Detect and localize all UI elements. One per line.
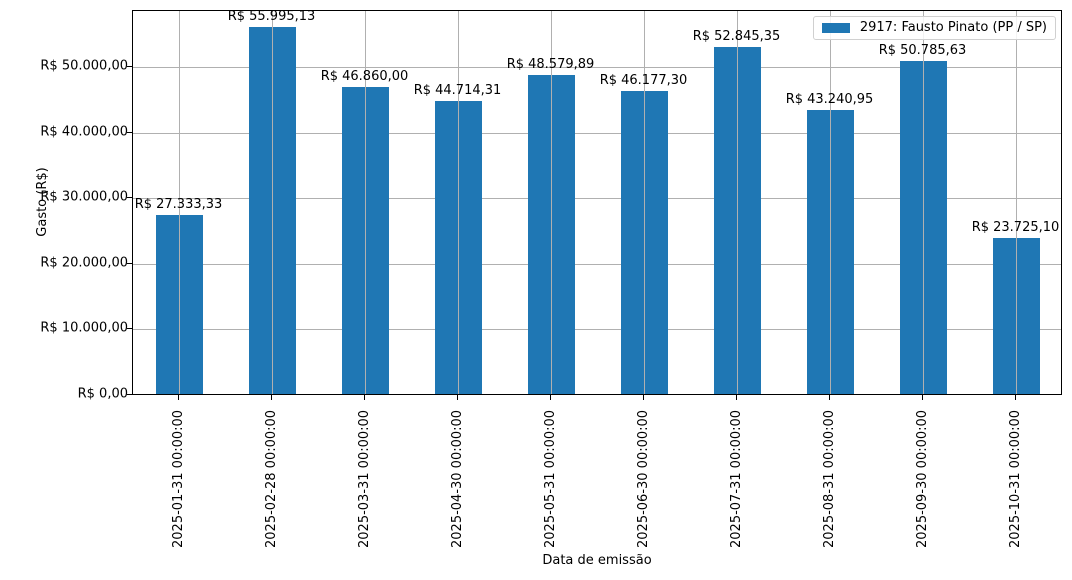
bar	[435, 100, 482, 394]
y-tick-label: R$ 40.000,00	[40, 124, 128, 140]
x-tick-mark	[1014, 395, 1016, 400]
gridline-vertical	[643, 11, 645, 394]
bar-value-label: R$ 48.579,89	[506, 57, 595, 73]
gridline-horizontal	[133, 132, 1061, 134]
x-tick-mark	[456, 395, 458, 400]
y-tick-mark	[127, 394, 132, 395]
y-tick-mark	[127, 262, 132, 264]
gridline-vertical	[550, 11, 552, 394]
x-tick-mark	[177, 395, 179, 400]
x-tick-mark	[828, 395, 830, 400]
bar-value-label: R$ 27.333,33	[134, 196, 223, 212]
bar	[249, 26, 296, 394]
y-tick-mark	[127, 66, 132, 68]
gridline-horizontal	[133, 198, 1061, 200]
y-tick-label: R$ 10.000,00	[40, 320, 128, 336]
x-tick-mark	[735, 395, 737, 400]
bar	[528, 75, 575, 394]
bar-value-label: R$ 55.995,13	[227, 8, 316, 24]
x-tick-label: 2025-02-28 00:00:00	[263, 409, 279, 548]
bar	[900, 60, 947, 394]
y-tick-mark	[127, 197, 132, 199]
x-tick-mark	[363, 395, 365, 400]
x-tick-label: 2025-06-30 00:00:00	[635, 409, 651, 548]
x-tick-mark	[270, 395, 272, 400]
gridline-vertical	[178, 11, 180, 394]
x-tick-label: 2025-03-31 00:00:00	[356, 409, 372, 548]
bar	[621, 91, 668, 394]
gridline-vertical	[457, 11, 459, 394]
y-tick-mark	[127, 328, 132, 330]
bar	[807, 110, 854, 394]
gridline-vertical	[922, 11, 924, 394]
bar	[714, 47, 761, 394]
gridline-horizontal	[133, 263, 1061, 265]
bar-value-label: R$ 23.725,10	[971, 220, 1060, 236]
gridline-vertical	[364, 11, 366, 394]
y-tick-label: R$ 30.000,00	[40, 189, 128, 205]
gridline-vertical	[271, 11, 273, 394]
y-tick-mark	[127, 131, 132, 133]
x-tick-label: 2025-05-31 00:00:00	[542, 409, 558, 548]
bar	[342, 86, 389, 394]
legend-label: 2917: Fausto Pinato (PP / SP)	[859, 20, 1047, 35]
bar-value-label: R$ 43.240,95	[785, 92, 874, 108]
x-tick-label: 2025-07-31 00:00:00	[728, 409, 744, 548]
x-tick-label: 2025-08-31 00:00:00	[821, 409, 837, 548]
y-tick-label: R$ 20.000,00	[40, 255, 128, 271]
x-tick-label: 2025-04-30 00:00:00	[449, 409, 465, 548]
y-tick-label: R$ 0,00	[77, 386, 128, 402]
bar-value-label: R$ 52.845,35	[692, 29, 781, 45]
x-tick-mark	[549, 395, 551, 400]
bar-value-label: R$ 46.177,30	[599, 73, 688, 89]
bar-value-label: R$ 46.860,00	[320, 68, 409, 84]
legend: 2917: Fausto Pinato (PP / SP)	[812, 16, 1056, 40]
bar	[993, 238, 1040, 394]
gridline-vertical	[1015, 11, 1017, 394]
bar-value-label: R$ 44.714,31	[413, 82, 502, 98]
x-tick-mark	[921, 395, 923, 400]
gridline-vertical	[736, 11, 738, 394]
bar	[156, 214, 203, 394]
gridline-vertical	[829, 11, 831, 394]
gridline-horizontal	[133, 67, 1061, 69]
x-tick-label: 2025-01-31 00:00:00	[170, 409, 186, 548]
y-tick-label: R$ 50.000,00	[40, 58, 128, 74]
legend-swatch	[821, 22, 850, 33]
x-tick-label: 2025-09-30 00:00:00	[914, 409, 930, 548]
plot-area	[132, 10, 1062, 395]
x-tick-label: 2025-10-31 00:00:00	[1007, 409, 1023, 548]
gridline-horizontal	[133, 329, 1061, 331]
x-tick-mark	[642, 395, 644, 400]
x-axis-label: Data de emissão	[542, 553, 652, 568]
bar-value-label: R$ 50.785,63	[878, 42, 967, 58]
